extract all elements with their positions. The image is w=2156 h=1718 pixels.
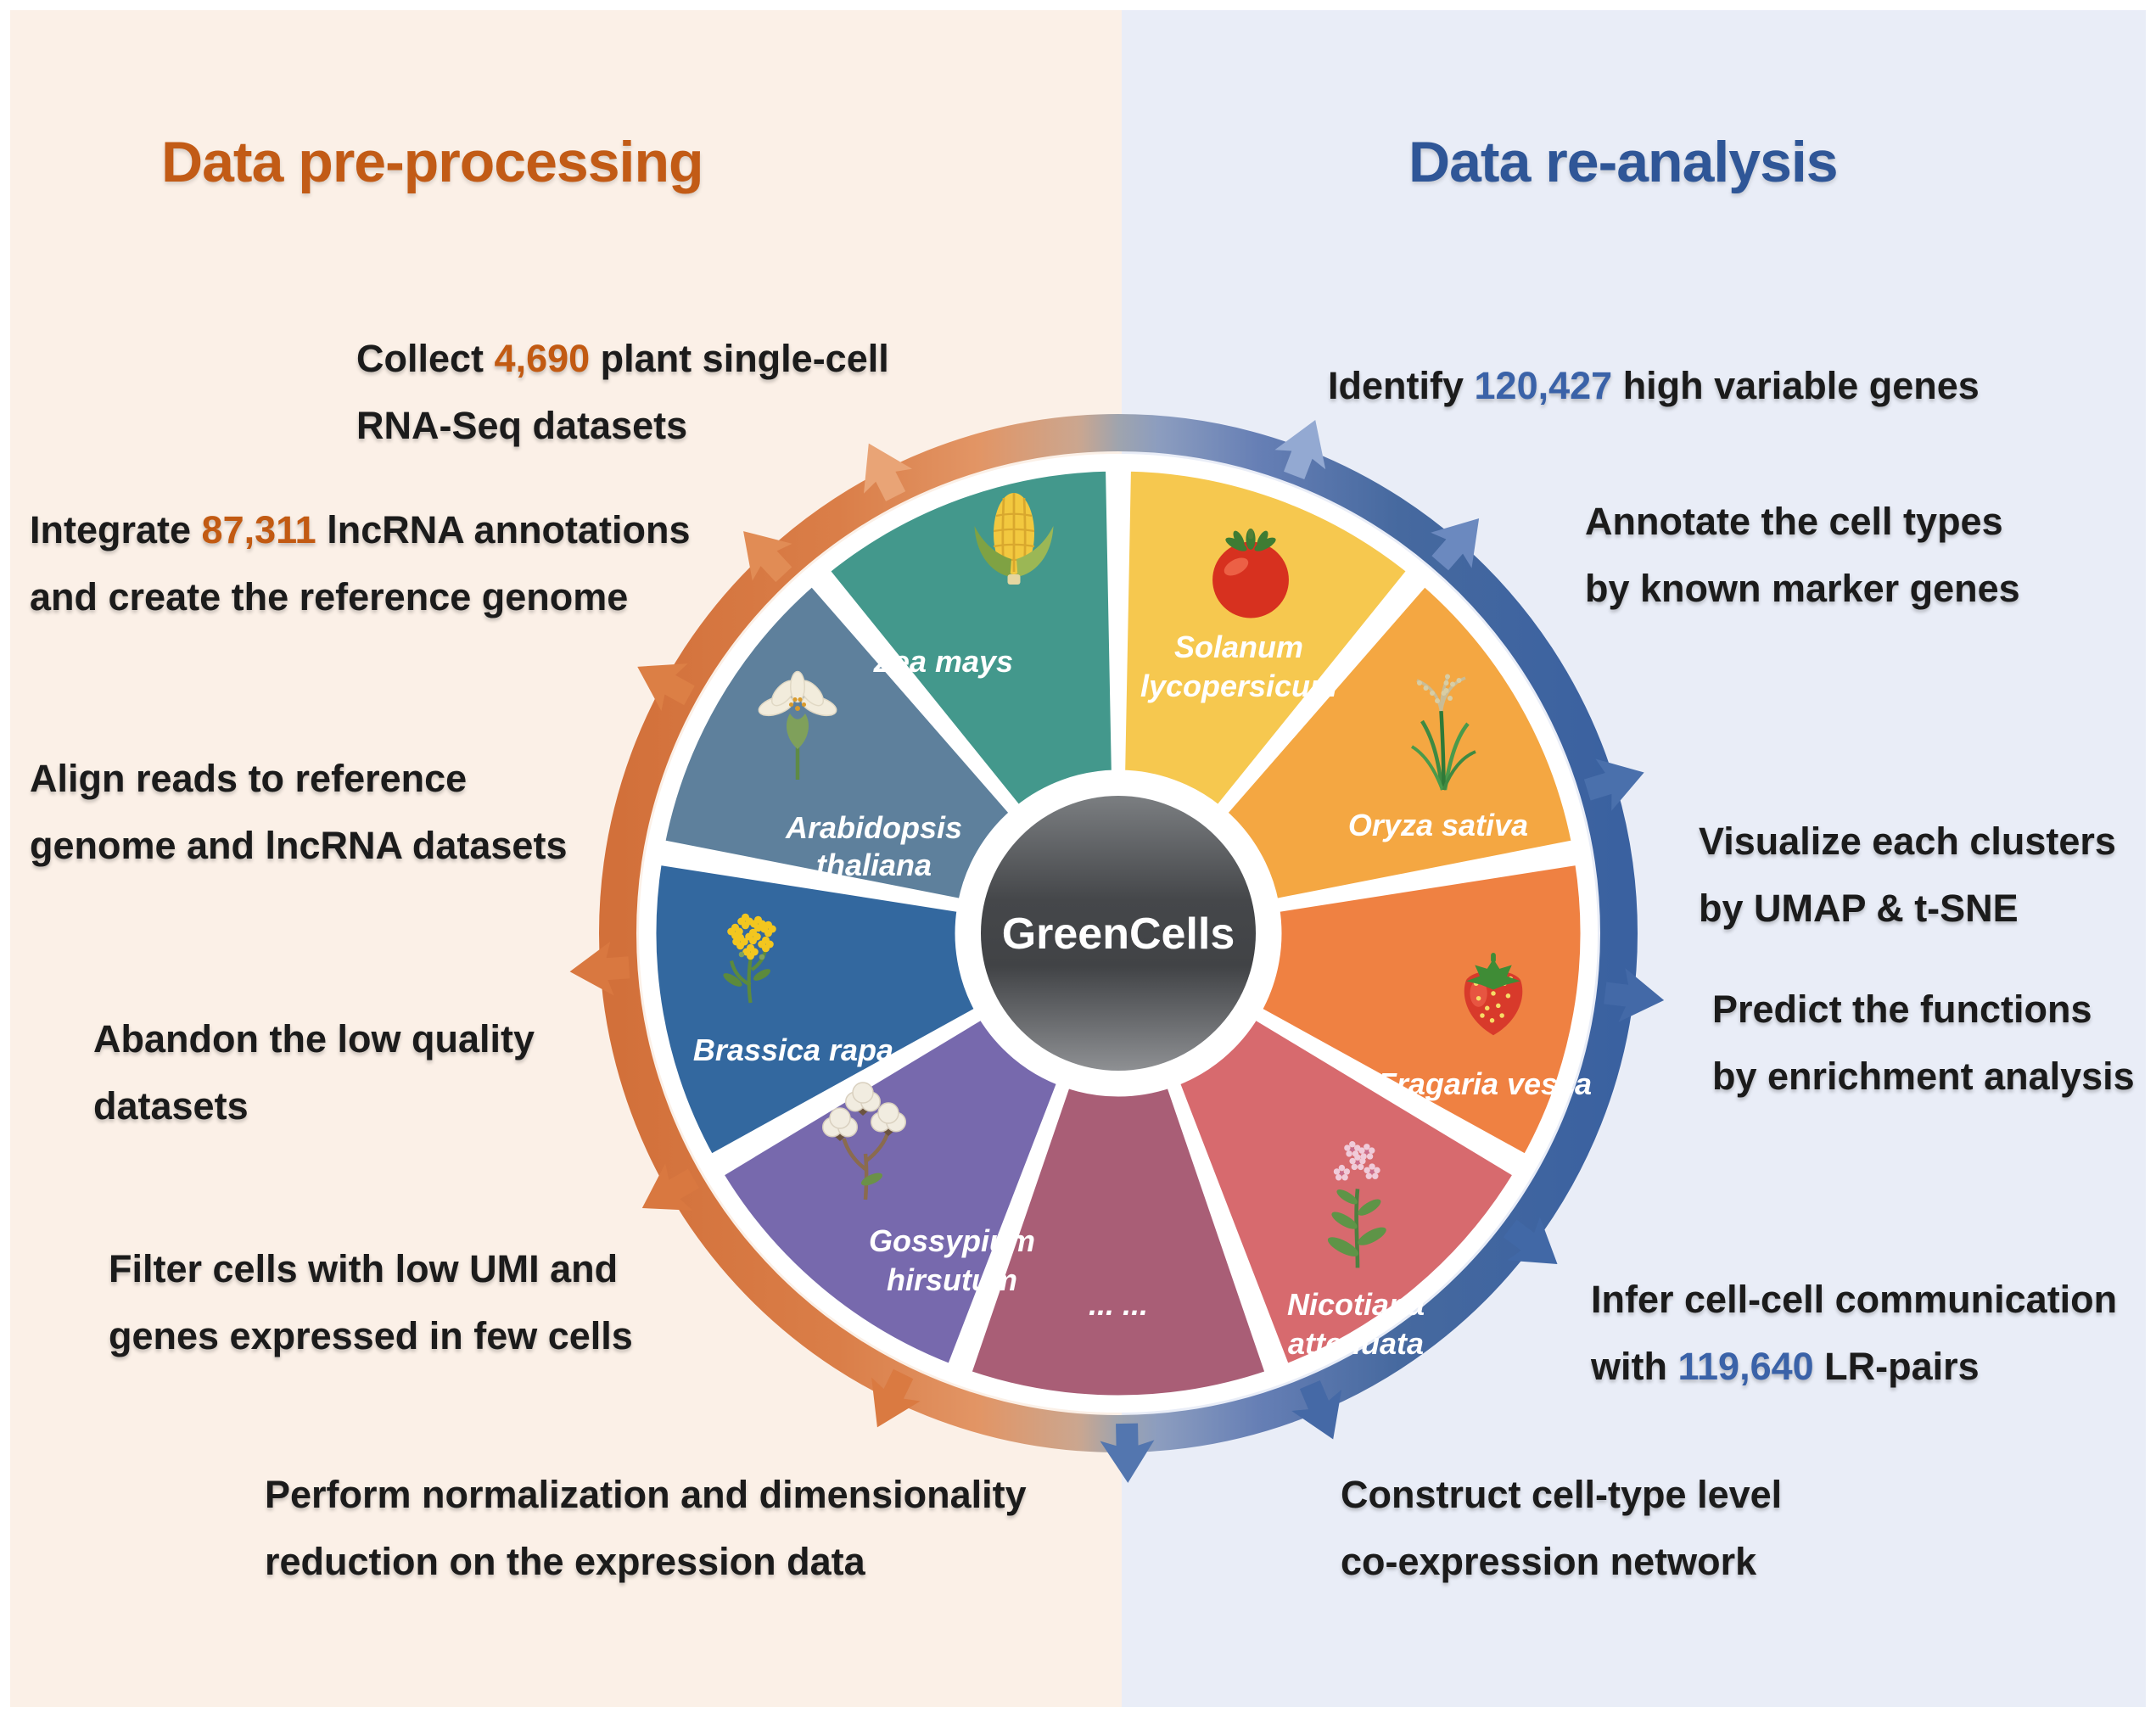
annotation-text: genes expressed in few cells: [109, 1314, 633, 1357]
title-data-re-analysis: Data re-analysis: [1408, 130, 1839, 194]
annotation-abandon-low-quality: Abandon the low quality datasets: [93, 1005, 535, 1139]
annotation-line: Perform normalization and dimensionality: [265, 1461, 1027, 1528]
annotation-text: plant single-cell: [590, 337, 889, 380]
ring-arrow-right: [1274, 420, 1326, 480]
annotation-text: lncRNA annotations: [316, 508, 691, 551]
annotation-line: by known marker genes: [1585, 555, 2020, 622]
annotation-text: reduction on the expression data: [265, 1540, 865, 1583]
annotation-line: Align reads to reference: [30, 745, 567, 812]
segment-label-arabidopsis-thaliana: Arabidopsis thaliana: [785, 810, 962, 882]
annotation-annotate-cell-types: Annotate the cell types by known marker g…: [1585, 488, 2020, 622]
annotation-text: and create the reference genome: [30, 575, 629, 618]
annotation-number: 120,427: [1474, 364, 1613, 407]
segment-label-nicotiana-attenuata: Nicotiana attenuata: [1287, 1287, 1425, 1361]
annotation-text: high variable genes: [1612, 364, 1980, 407]
annotation-line: genome and lncRNA datasets: [30, 812, 567, 879]
greencells-label: GreenCells: [1002, 909, 1235, 959]
annotation-line: co-expression network: [1341, 1528, 1782, 1595]
ring-arrow-right: [1503, 1217, 1558, 1264]
annotation-text: by known marker genes: [1585, 567, 2020, 610]
annotation-text: LR-pairs: [1813, 1345, 1980, 1388]
annotation-line: and create the reference genome: [30, 563, 691, 630]
segment-solanum-lycopersicum: [1117, 463, 1415, 814]
segment-label-oryza-sativa: Oryza sativa: [1348, 808, 1528, 842]
segment-fragaria-vesca: [1254, 857, 1588, 1162]
annotation-text: Collect: [356, 337, 495, 380]
center-circle: [981, 796, 1256, 1071]
annotation-text: Predict the functions: [1712, 988, 2092, 1031]
annotation-identify-hvg: Identify 120,427 high variable genes: [1328, 352, 1980, 419]
annotation-line: Infer cell-cell communication: [1591, 1266, 2117, 1333]
annotation-text: Annotate the cell types: [1585, 500, 2003, 543]
ring-arrow-left: [743, 531, 792, 583]
annotation-text: Integrate: [30, 508, 202, 551]
annotation-text: RNA-Seq datasets: [356, 404, 688, 447]
annotation-text: Perform normalization and dimensionality: [265, 1473, 1027, 1516]
annotation-infer-communication: Infer cell-cell communication with 119,64…: [1591, 1266, 2117, 1400]
annotation-line: reduction on the expression data: [265, 1528, 1027, 1595]
annotation-text: Filter cells with low UMI and: [109, 1247, 619, 1290]
segment-label-fragaria-vesca: Fragaria vesca: [1378, 1066, 1592, 1101]
annotation-predict-functions: Predict the functions by enrichment analy…: [1712, 976, 2135, 1110]
segment-arabidopsis-thaliana: [657, 578, 1017, 907]
ring-arrow-left: [569, 941, 630, 996]
segment-label-brassica-rapa: Brassica rapa: [693, 1032, 893, 1067]
annotation-line: genes expressed in few cells: [109, 1302, 633, 1369]
annotation-number: 4,690: [494, 337, 591, 380]
ring-arrow-left: [641, 1163, 699, 1211]
annotation-line: Integrate 87,311 lncRNA annotations: [30, 496, 691, 563]
annotation-line: Abandon the low quality: [93, 1005, 535, 1072]
segment-gossypium-hirsutum: [715, 1011, 1065, 1372]
annotation-line: Identify 120,427 high variable genes: [1328, 352, 1980, 419]
annotation-line: Filter cells with low UMI and: [109, 1235, 633, 1302]
annotation-text: Identify: [1328, 364, 1475, 407]
segment-label-solanum-lycopersicum: Solanum lycopersicum: [1140, 630, 1337, 703]
annotation-filter-cells: Filter cells with low UMI and genes expre…: [109, 1235, 633, 1369]
ring-arrow-right: [1100, 1423, 1155, 1483]
ring-arrow-right: [1291, 1379, 1342, 1440]
annotation-number: 119,640: [1677, 1345, 1814, 1388]
segment-label-gossypium-hirsutum: Gossypium hirsutum: [869, 1223, 1035, 1297]
ring-arrow-right: [1583, 758, 1644, 811]
annotation-text: Abandon the low quality: [93, 1017, 535, 1060]
annotation-line: Visualize each clusters: [1699, 808, 2116, 875]
annotation-line: datasets: [93, 1072, 535, 1139]
annotation-line: with 119,640 LR-pairs: [1591, 1333, 2117, 1400]
annotation-text: Align reads to reference: [30, 757, 468, 800]
annotation-text: by enrichment analysis: [1712, 1055, 2135, 1098]
annotation-visualize-clusters: Visualize each clusters by UMAP & t-SNE: [1699, 808, 2116, 942]
annotation-line: by UMAP & t-SNE: [1699, 875, 2116, 942]
annotation-text: datasets: [93, 1084, 249, 1128]
segment-label-other-species: ... ...: [1089, 1287, 1148, 1322]
ring-arrow-right: [1431, 518, 1480, 571]
annotation-line: Construct cell-type level: [1341, 1461, 1782, 1528]
annotation-line: Annotate the cell types: [1585, 488, 2020, 555]
annotation-collect-datasets: Collect 4,690 plant single-cell RNA-Seq d…: [356, 325, 889, 459]
annotation-line: Predict the functions: [1712, 976, 2135, 1043]
title-data-pre-processing: Data pre-processing: [161, 130, 704, 194]
annotation-integrate-lncrna: Integrate 87,311 lncRNA annotations and c…: [30, 496, 691, 630]
ring-arrow-right: [1604, 968, 1665, 1022]
annotation-number: 87,311: [201, 508, 316, 551]
annotation-text: Construct cell-type level: [1341, 1473, 1783, 1516]
ring-arrow-left: [637, 663, 695, 712]
annotation-perform-normalization: Perform normalization and dimensionality…: [265, 1461, 1027, 1595]
annotation-text: by UMAP & t-SNE: [1699, 887, 2019, 930]
ring-arrow-left: [864, 443, 913, 501]
segment-other: [963, 1080, 1274, 1403]
ring-arrow-left: [871, 1368, 921, 1428]
annotation-construct-network: Construct cell-type level co-expression n…: [1341, 1461, 1782, 1595]
annotation-line: RNA-Seq datasets: [356, 392, 889, 459]
annotation-text: Visualize each clusters: [1699, 820, 2116, 863]
segment-label-zea-mays: Zea mays: [873, 644, 1013, 679]
annotation-text: with: [1591, 1345, 1678, 1388]
segment-oryza-sativa: [1219, 578, 1580, 907]
annotation-text: co-expression network: [1341, 1540, 1757, 1583]
annotation-line: by enrichment analysis: [1712, 1043, 2135, 1110]
annotation-line: Collect 4,690 plant single-cell: [356, 325, 889, 392]
annotation-text: Infer cell-cell communication: [1591, 1278, 2118, 1321]
annotation-text: genome and lncRNA datasets: [30, 824, 568, 867]
annotation-align-reads: Align reads to reference genome and lncRN…: [30, 745, 567, 879]
